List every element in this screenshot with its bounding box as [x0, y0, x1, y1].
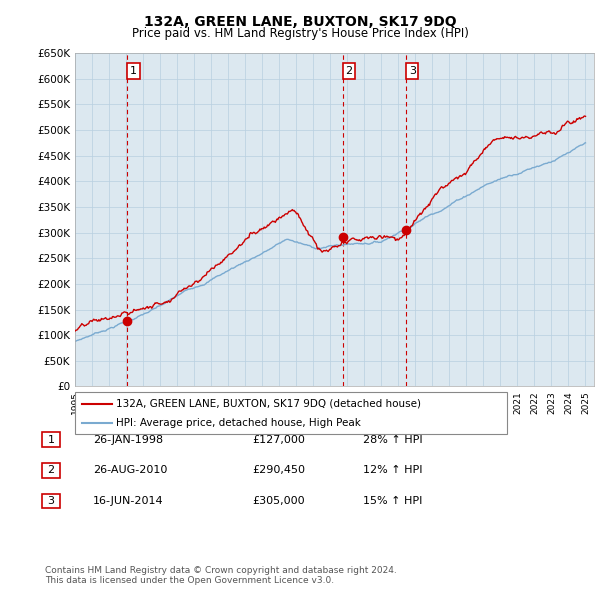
Text: 1: 1	[47, 435, 55, 444]
Text: 2: 2	[346, 66, 353, 76]
Text: 26-JAN-1998: 26-JAN-1998	[93, 435, 163, 444]
Text: 1: 1	[130, 66, 137, 76]
Text: 3: 3	[47, 496, 55, 506]
Text: 132A, GREEN LANE, BUXTON, SK17 9DQ (detached house): 132A, GREEN LANE, BUXTON, SK17 9DQ (deta…	[116, 399, 421, 409]
Text: 16-JUN-2014: 16-JUN-2014	[93, 496, 164, 506]
Text: £127,000: £127,000	[252, 435, 305, 444]
Text: HPI: Average price, detached house, High Peak: HPI: Average price, detached house, High…	[116, 418, 361, 428]
Text: £305,000: £305,000	[252, 496, 305, 506]
Text: 12% ↑ HPI: 12% ↑ HPI	[363, 466, 422, 475]
Text: Contains HM Land Registry data © Crown copyright and database right 2024.
This d: Contains HM Land Registry data © Crown c…	[45, 566, 397, 585]
Text: £290,450: £290,450	[252, 466, 305, 475]
Text: 15% ↑ HPI: 15% ↑ HPI	[363, 496, 422, 506]
Text: 28% ↑ HPI: 28% ↑ HPI	[363, 435, 422, 444]
Text: 26-AUG-2010: 26-AUG-2010	[93, 466, 167, 475]
Text: 2: 2	[47, 466, 55, 475]
Text: 3: 3	[409, 66, 416, 76]
Text: Price paid vs. HM Land Registry's House Price Index (HPI): Price paid vs. HM Land Registry's House …	[131, 27, 469, 40]
Text: 132A, GREEN LANE, BUXTON, SK17 9DQ: 132A, GREEN LANE, BUXTON, SK17 9DQ	[143, 15, 457, 29]
